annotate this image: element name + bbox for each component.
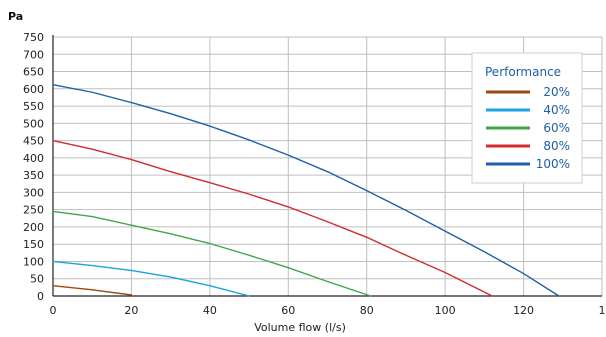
y-tick-label: 600: [23, 83, 44, 96]
x-axis-label: Volume flow (l/s): [254, 321, 346, 334]
x-tick-label: 60: [281, 304, 295, 317]
y-tick-label: 350: [23, 169, 44, 182]
legend-label: 60%: [543, 121, 570, 135]
x-tick-label: 0: [50, 304, 57, 317]
x-tick-label: 100: [435, 304, 456, 317]
y-tick-label: 700: [23, 48, 44, 61]
x-tick-label: 20: [124, 304, 138, 317]
series-line-80-percent: [52, 139, 493, 297]
y-tick-label: 0: [37, 290, 44, 303]
x-tick-label: 1: [599, 304, 606, 317]
y-tick-label: 750: [23, 31, 44, 44]
x-tick-label: 120: [513, 304, 534, 317]
y-tick-label: 650: [23, 66, 44, 79]
y-tick-label: 100: [23, 255, 44, 268]
y-tick-label: 400: [23, 152, 44, 165]
series-line-100-percent: [52, 83, 560, 297]
y-tick-label: 500: [23, 117, 44, 130]
y-tick-label: 300: [23, 186, 44, 199]
axes-layer: [52, 35, 602, 297]
x-tick-label: 80: [360, 304, 374, 317]
series-line-60-percent: [52, 210, 372, 297]
y-axis-label: Pa: [8, 10, 23, 23]
legend-label: 80%: [543, 139, 570, 153]
series-layer: [52, 83, 560, 297]
legend: Performance 20% 40% 60% 80% 100%: [471, 52, 583, 184]
series-line-40-percent: [52, 260, 250, 297]
legend-label: 100%: [536, 157, 570, 171]
legend-box: [471, 52, 583, 184]
y-tick-label: 450: [23, 135, 44, 148]
y-tick-label: 550: [23, 100, 44, 113]
y-tick-label: 50: [30, 273, 44, 286]
legend-label: 40%: [543, 103, 570, 117]
legend-title: Performance: [485, 65, 561, 79]
legend-label: 20%: [543, 85, 570, 99]
y-tick-label: 250: [23, 204, 44, 217]
y-tick-label: 200: [23, 221, 44, 234]
tick-label-layer: 0501001502002503003504004505005506006507…: [23, 31, 606, 317]
y-tick-label: 150: [23, 238, 44, 251]
x-tick-label: 40: [203, 304, 217, 317]
series-line-20-percent: [52, 284, 133, 296]
